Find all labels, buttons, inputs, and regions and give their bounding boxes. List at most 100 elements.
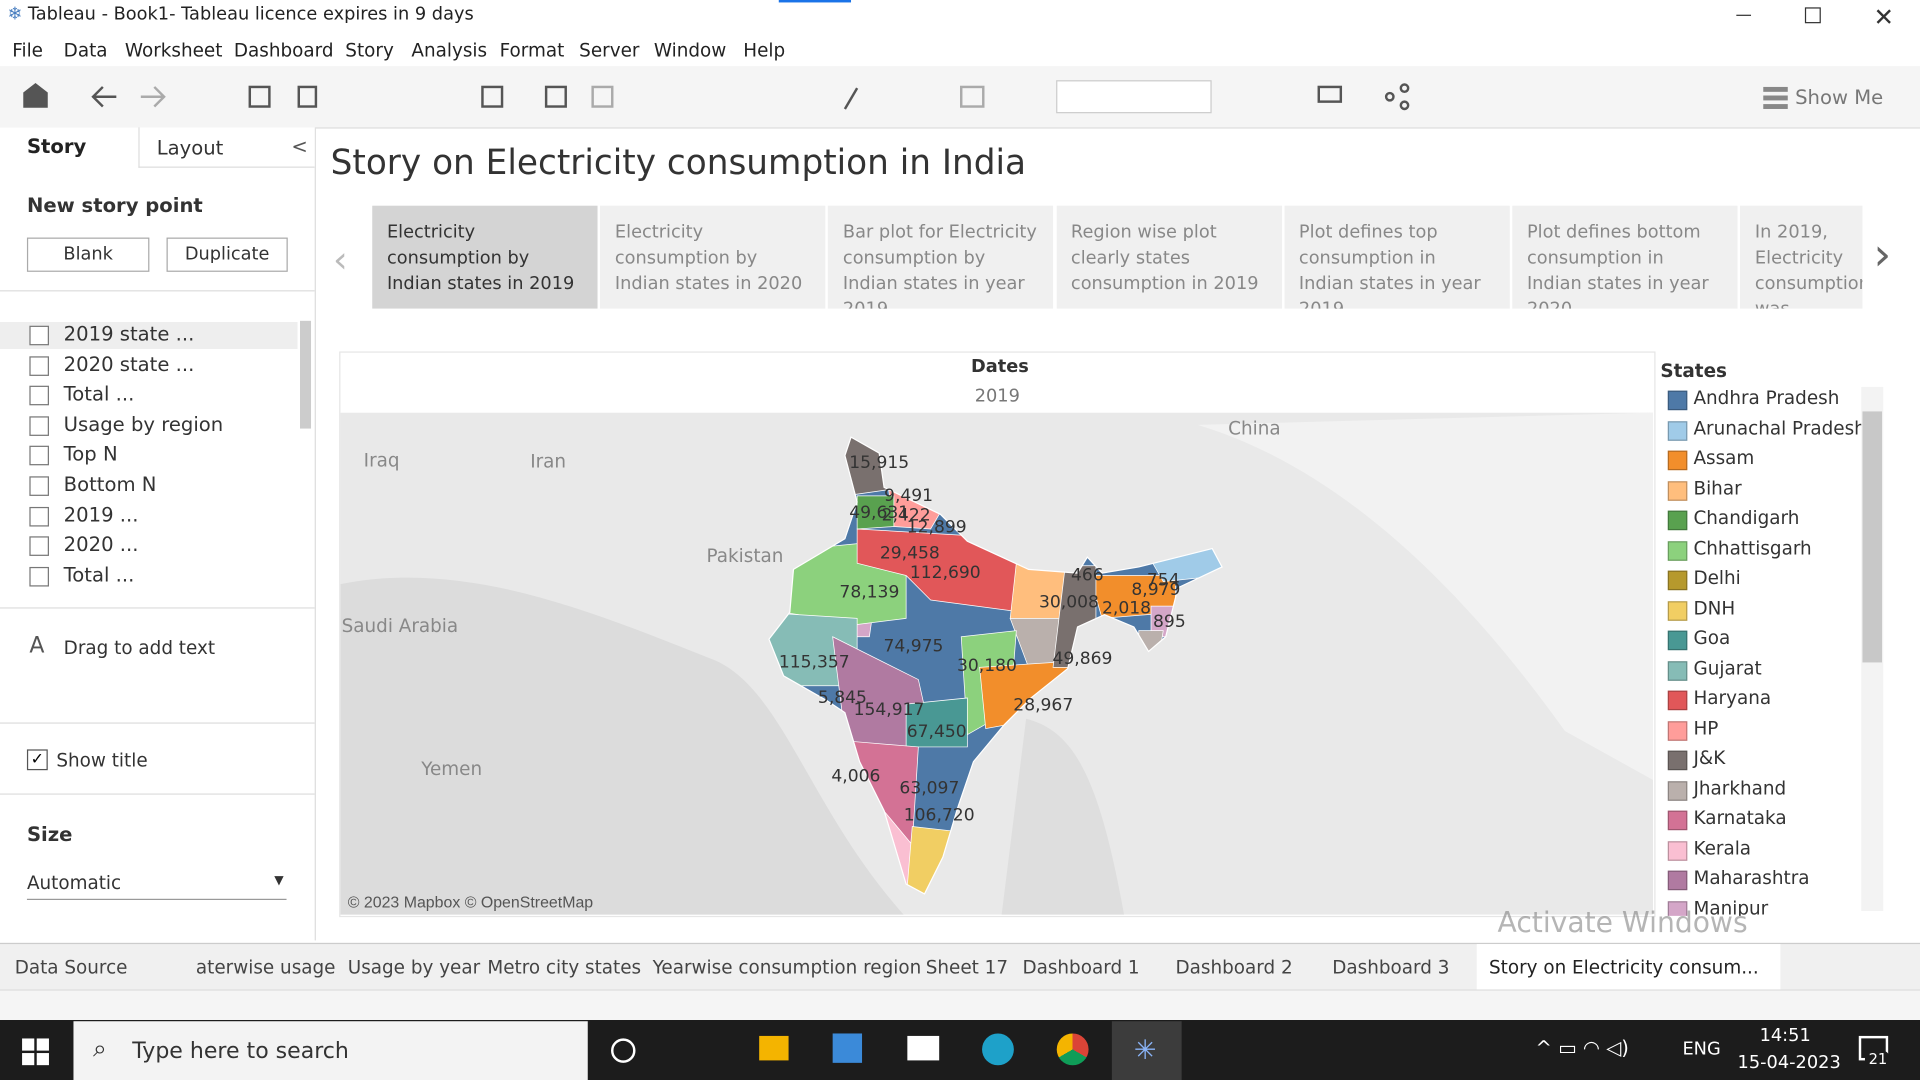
menu-item[interactable]: Story [345,39,394,62]
sheet-tab[interactable]: Dashboard 3 [1332,956,1450,979]
legend-swatch[interactable] [1667,870,1688,891]
drag-text[interactable]: Drag to add text [63,636,216,659]
story-point[interactable]: Electricity consumption by Indian states… [372,205,598,309]
story-point[interactable]: Bar plot for Electricity consumption by … [828,205,1054,309]
presentation-icon[interactable] [1317,85,1343,103]
legend-swatch[interactable] [1667,480,1688,501]
menu-item[interactable]: Server [579,39,640,62]
new-sheet-icon[interactable] [481,85,504,108]
legend-swatch[interactable] [1667,660,1688,681]
dup-sheet-icon[interactable] [544,85,567,108]
legend-label[interactable]: Gujarat [1693,656,1762,679]
legend-label[interactable]: Chhattisgarh [1693,536,1812,559]
show-me[interactable]: Show Me [1795,85,1884,109]
clear-icon[interactable] [591,85,614,108]
sheet-item[interactable]: 2020 state ... [63,352,195,376]
menu-item[interactable]: Window [653,39,727,62]
legend-swatch[interactable] [1667,810,1688,831]
legend-label[interactable]: Chandigarh [1693,506,1800,529]
fit-dropdown[interactable] [1056,80,1212,114]
clock-time[interactable]: 14:51 [1759,1026,1811,1046]
story-point[interactable]: Plot defines top consumption in Indian s… [1284,205,1510,309]
legend-swatch[interactable] [1667,840,1688,861]
close[interactable]: ✕ [1873,2,1894,32]
legend-label[interactable]: Assam [1693,446,1755,469]
size-dropdown[interactable] [26,869,287,901]
next-arrow[interactable]: › [1873,230,1892,281]
duplicate-button[interactable]: Duplicate [166,237,288,272]
show-title-checkbox[interactable]: ✓ [26,749,48,771]
story-point[interactable]: Plot defines bottom consumption in India… [1512,205,1738,309]
legend-label[interactable]: Arunachal Pradesh [1693,416,1866,439]
text-icon[interactable] [960,85,985,108]
legend-swatch[interactable] [1667,900,1688,916]
save-icon[interactable] [248,85,271,108]
sheet-item[interactable]: 2020 ... [63,532,139,557]
chrome-icon[interactable] [1056,1033,1089,1066]
legend-label[interactable]: Kerala [1693,836,1752,859]
sheet-tab[interactable]: Story on Electricity consum... [1488,956,1759,979]
story-point[interactable]: Electricity consumption by Indian states… [600,205,826,309]
restore[interactable] [1804,7,1821,24]
search-box[interactable] [73,1021,588,1080]
sheet-item[interactable]: Total ... [63,382,135,406]
legend-swatch[interactable] [1667,390,1688,411]
legend-label[interactable]: Maharashtra [1693,866,1810,889]
legend-swatch[interactable] [1667,780,1688,801]
sheet-tab[interactable]: Data Source [14,956,128,979]
tray-icons[interactable]: ^ ▭ ◠ ◁) [1535,1035,1629,1060]
back-icon[interactable] [91,86,117,108]
sheet-tab[interactable]: Yearwise consumption region [652,956,922,979]
menu-item[interactable]: File [12,39,43,62]
minimize[interactable] [1736,14,1752,16]
legend-swatch[interactable] [1667,630,1688,651]
sheet-tab[interactable]: Dashboard 1 [1022,956,1140,979]
legend-label[interactable]: Bihar [1693,476,1742,499]
legend-label[interactable]: DNH [1693,596,1736,619]
story-point[interactable]: In 2019, Electricity consumption was hig… [1740,205,1863,309]
home-icon[interactable] [23,82,48,108]
sheet-tab[interactable]: Sheet 17 [925,956,1009,979]
legend-thumb[interactable] [1862,411,1883,663]
legend-swatch[interactable] [1667,420,1688,441]
sheet-item[interactable]: Bottom N [63,472,157,496]
clock-date[interactable]: 15-04-2023 [1737,1053,1841,1073]
legend-label[interactable]: Karnataka [1693,806,1787,829]
mail-icon[interactable] [907,1035,940,1061]
language[interactable]: ENG [1682,1039,1721,1060]
legend-swatch[interactable] [1667,690,1688,711]
sheet-item[interactable]: Usage by region [63,412,224,436]
menu-item[interactable]: Data [63,39,108,62]
menu-item[interactable]: Analysis [411,39,488,62]
sheet-tab[interactable]: aterwise usage [195,956,336,979]
story-tab[interactable]: Story [26,134,87,158]
store-icon[interactable] [832,1033,863,1063]
menu-item[interactable]: Help [743,39,786,62]
sheet-item[interactable]: Top N [63,442,118,466]
highlight-icon[interactable] [843,87,859,110]
prev-arrow[interactable]: ‹ [333,238,348,282]
legend-label[interactable]: Delhi [1693,566,1741,589]
sheet-item[interactable]: Total ... [63,563,135,587]
sheet-scrollbar[interactable] [300,320,312,429]
new-ds-icon[interactable] [297,85,318,108]
tableau-task[interactable] [1111,1021,1182,1080]
explorer-icon[interactable] [759,1035,789,1061]
legend-label[interactable]: Haryana [1693,686,1772,709]
story-point[interactable]: Region wise plot clearly states consumpt… [1056,205,1282,309]
menu-item[interactable]: Format [499,39,565,62]
legend-label[interactable]: Andhra Pradesh [1693,386,1840,409]
legend-swatch[interactable] [1667,750,1688,771]
menu-item[interactable]: Worksheet [124,39,223,62]
legend-swatch[interactable] [1667,720,1688,741]
menu-item[interactable]: Dashboard [233,39,334,62]
collapse[interactable]: < [291,134,308,158]
start-button[interactable] [22,1038,49,1066]
edge-icon[interactable] [982,1033,1014,1066]
cortana[interactable] [611,1038,636,1063]
legend-label[interactable]: Jharkhand [1693,776,1787,799]
blank-button[interactable]: Blank [26,237,150,272]
sheet-item[interactable]: 2019 ... [63,502,139,527]
legend-swatch[interactable] [1667,570,1688,591]
forward-icon[interactable] [140,86,166,108]
